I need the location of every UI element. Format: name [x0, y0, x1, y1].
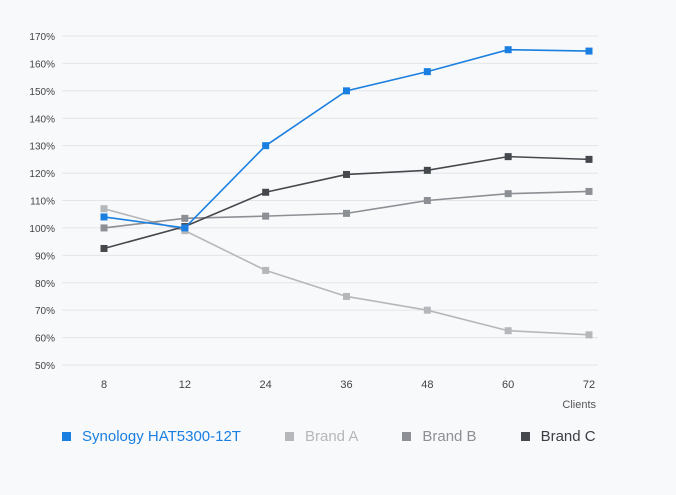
legend-swatch — [520, 432, 530, 441]
x-tick-label: 24 — [260, 379, 272, 391]
y-tick-label: 60% — [35, 334, 55, 345]
x-axis-label: Clients — [562, 399, 596, 411]
data-point — [504, 46, 512, 54]
data-point — [262, 212, 270, 220]
grid-lines — [62, 35, 598, 366]
x-tick-label: 60 — [502, 379, 514, 391]
y-tick-label: 90% — [35, 251, 55, 262]
data-point — [100, 244, 108, 252]
y-tick-label: 160% — [29, 59, 55, 70]
data-point — [100, 224, 108, 232]
data-point — [262, 142, 270, 150]
legend-item[interactable]: Brand A — [284, 428, 359, 445]
y-tick-label: 80% — [35, 279, 55, 290]
legend-swatch — [402, 432, 412, 441]
y-tick-label: 130% — [29, 142, 55, 153]
data-point — [262, 188, 270, 196]
legend-label: Brand C — [540, 428, 596, 445]
data-point — [423, 166, 431, 174]
legend-swatch — [284, 432, 294, 441]
y-tick-label: 140% — [29, 114, 55, 125]
legend-label: Brand A — [304, 428, 359, 445]
data-point — [100, 213, 108, 221]
legend: Synology HAT5300-12T Brand A Brand B Brand … — [62, 428, 596, 445]
series-layer — [100, 46, 593, 339]
data-point — [585, 155, 593, 163]
data-point — [585, 47, 593, 55]
series-3 — [100, 153, 593, 252]
legend-item[interactable]: Synology HAT5300-12T — [62, 428, 241, 445]
series-line — [103, 155, 590, 250]
data-point — [100, 205, 108, 213]
data-point — [423, 197, 431, 204]
data-point — [343, 209, 350, 217]
y-axis-ticks: 50% 60% 70% 80% 90% 100% 110% 120% 130% 140% 150% 1… — [29, 32, 55, 372]
legend-swatch — [62, 432, 71, 441]
legend-item[interactable]: Brand C — [520, 428, 596, 445]
legend-label: Brand B — [422, 428, 477, 445]
y-tick-label: 110% — [30, 197, 55, 208]
data-point — [181, 214, 189, 222]
y-tick-label: 170% — [29, 32, 55, 43]
y-tick-label: 120% — [29, 169, 55, 180]
y-tick-label: 70% — [35, 306, 55, 317]
data-point — [423, 68, 431, 76]
data-point — [343, 87, 350, 95]
data-point — [181, 224, 189, 232]
legend-item[interactable]: Brand B — [402, 428, 477, 445]
x-tick-label: 8 — [101, 379, 107, 391]
x-tick-label: 72 — [583, 379, 595, 391]
series-2 — [100, 187, 593, 232]
series-0 — [100, 46, 593, 232]
x-axis-ticks: 8 12 24 36 48 60 72 — [101, 379, 595, 391]
y-tick-label: 100% — [29, 224, 55, 235]
x-tick-label: 12 — [179, 379, 191, 391]
y-tick-label: 150% — [29, 87, 55, 98]
data-point — [585, 187, 593, 195]
x-tick-label: 48 — [421, 379, 433, 391]
data-point — [423, 306, 431, 314]
series-1 — [100, 205, 593, 339]
data-point — [343, 170, 350, 178]
data-point — [504, 190, 512, 198]
data-point — [585, 331, 593, 339]
y-tick-label: 50% — [35, 361, 55, 372]
legend-label: Synology HAT5300-12T — [82, 428, 241, 445]
x-tick-label: 36 — [340, 379, 352, 391]
data-point — [343, 292, 350, 300]
data-point — [504, 153, 512, 161]
series-line — [103, 48, 590, 229]
data-point — [504, 327, 512, 335]
data-point — [262, 266, 270, 274]
series-line — [103, 190, 590, 229]
